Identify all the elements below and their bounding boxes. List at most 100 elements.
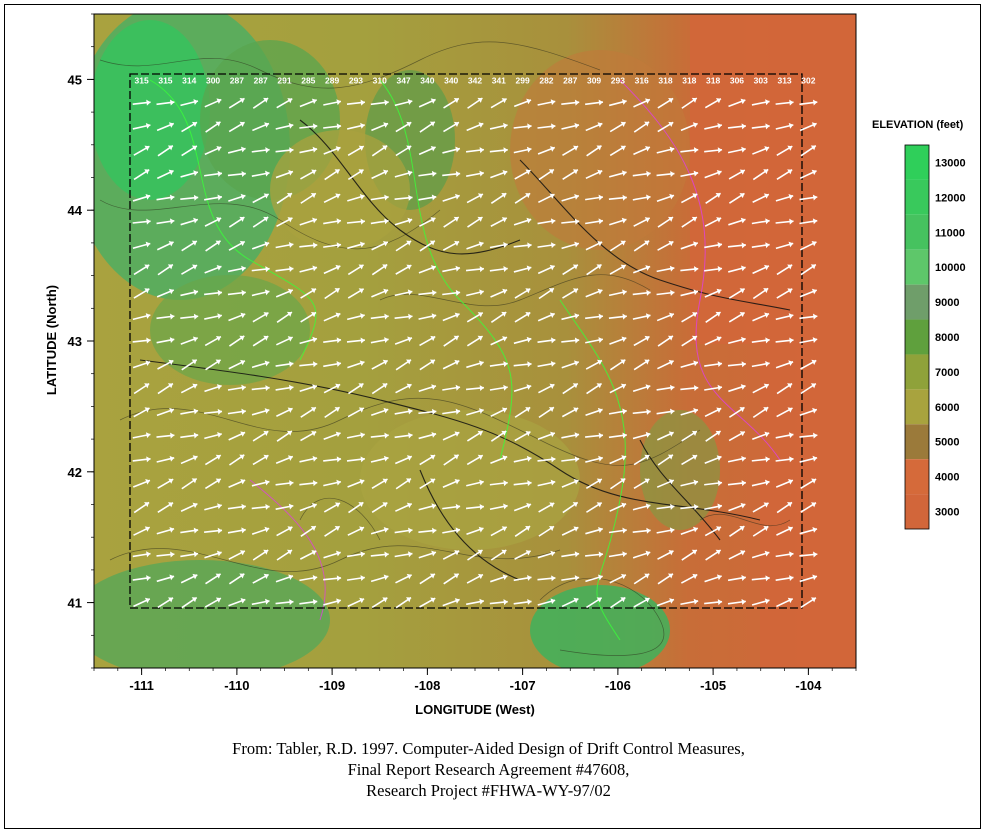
wind-arrow [513,502,532,512]
wind-arrow [204,98,222,108]
wind-arrow [346,122,365,130]
legend-swatch [905,389,929,425]
wind-arrow [275,503,294,510]
wind-arrow [799,407,818,416]
legend-label: 3000 [935,507,959,519]
wind-arrow [537,218,556,225]
wind-arrow [419,335,436,347]
wind-arrow [251,408,270,416]
wind-direction-label: 347 [396,75,410,85]
wind-arrow [609,383,627,394]
wind-arrow [799,122,817,132]
wind-arrow [465,385,485,392]
wind-arrow [418,503,437,511]
wind-arrow [275,455,294,465]
wind-arrow [443,454,460,466]
wind-arrow [181,359,198,371]
wind-arrow [324,406,341,419]
terrain-eastern-plains [690,14,856,344]
wind-arrow [371,263,388,276]
wind-arrow [418,98,436,108]
wind-arrow [157,382,174,395]
wind-arrow [728,192,745,204]
wind-arrow [133,526,151,536]
wind-arrow [586,382,603,395]
wind-arrow [680,573,698,584]
wind-arrow [537,575,556,582]
wind-arrow [251,360,270,369]
wind-arrow [276,192,293,204]
wind-arrow [467,216,483,228]
wind-arrow [370,551,389,558]
wind-direction-label: 315 [158,75,172,85]
wind-arrow [633,335,650,347]
wind-arrow [632,194,651,201]
wind-arrow [276,97,293,109]
wind-arrow [205,240,221,252]
wind-arrow [299,502,318,512]
wind-arrow [394,408,413,415]
wind-arrow [657,121,674,133]
wind-arrow [467,549,483,561]
wind-arrow [466,360,484,369]
wind-arrow [466,335,484,347]
terrain-wind-river [150,275,310,385]
wind-arrow [751,99,770,106]
wind-arrow [609,596,626,609]
wind-arrow [180,336,198,345]
wind-arrow [442,478,460,488]
wind-arrow [489,266,508,272]
wind-arrow [752,502,769,513]
wind-direction-label: 299 [516,75,530,85]
wind-arrow [514,431,531,442]
wind-direction-label: 293 [349,75,363,85]
caption-line-1: From: Tabler, R.D. 1997. Computer-Aided … [232,739,745,758]
wind-arrow [466,430,484,442]
wind-arrow [681,430,698,442]
wind-arrow [252,549,269,561]
wind-arrow [394,432,413,439]
legend-label: 6000 [935,402,959,414]
wind-arrow [251,526,270,535]
wind-arrow [370,432,389,439]
x-axis-label: LONGITUDE (West) [415,702,535,717]
wind-arrow [609,477,626,490]
wind-arrow [252,97,269,109]
wind-arrow [442,550,460,560]
wind-arrow [418,550,437,559]
wind-arrow [418,431,437,440]
wind-arrow [752,431,770,440]
wind-arrow [585,527,603,535]
wind-arrow [323,383,341,394]
wind-arrow [729,525,745,537]
wind-arrow [751,360,770,368]
wind-arrow [180,99,199,107]
wind-arrow [466,289,484,297]
wind-arrow [299,455,318,463]
wind-arrow [180,432,199,439]
wind-arrow [299,598,318,605]
legend-swatch [905,424,929,460]
wind-arrow [680,360,699,369]
wind-direction-label: 287 [230,75,244,85]
wind-arrow [727,146,746,154]
wind-arrow [799,337,818,344]
wind-arrow [419,121,436,133]
figure-frame [4,4,981,829]
wind-arrow [276,430,293,442]
wind-arrow [656,265,675,273]
wind-arrow [180,383,198,394]
legend-swatch [905,214,929,250]
wind-arrow [799,527,818,535]
wind-arrow [205,359,222,371]
wind-arrow [300,525,317,537]
wind-arrow [681,216,698,228]
wind-arrow [157,597,174,609]
wind-arrow [299,217,318,226]
wind-arrow [442,431,460,441]
wind-arrow [537,431,556,440]
wind-arrow [299,575,318,582]
wind-arrow [370,574,389,583]
wind-arrow [275,122,294,130]
wind-arrow [418,265,437,274]
